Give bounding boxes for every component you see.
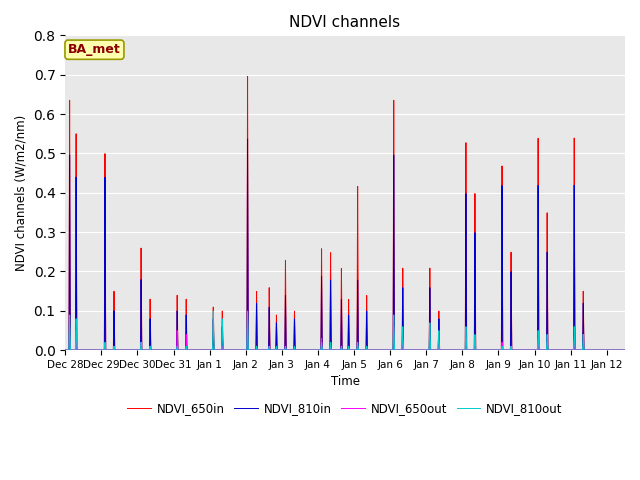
- NDVI_810in: [621, 348, 628, 353]
- Legend: NDVI_650in, NDVI_810in, NDVI_650out, NDVI_810out: NDVI_650in, NDVI_810in, NDVI_650out, NDV…: [123, 397, 568, 420]
- NDVI_810out: [248, 348, 256, 353]
- Line: NDVI_810out: NDVI_810out: [65, 311, 625, 350]
- NDVI_650in: [372, 348, 380, 353]
- Line: NDVI_810in: NDVI_810in: [65, 139, 625, 350]
- Line: NDVI_650out: NDVI_650out: [65, 319, 625, 350]
- NDVI_810in: [372, 348, 380, 353]
- Title: NDVI channels: NDVI channels: [289, 15, 401, 30]
- Text: BA_met: BA_met: [68, 43, 121, 56]
- NDVI_650in: [572, 348, 580, 353]
- X-axis label: Time: Time: [330, 375, 360, 388]
- NDVI_650in: [244, 73, 252, 79]
- NDVI_810out: [621, 348, 628, 353]
- NDVI_650out: [572, 348, 580, 353]
- NDVI_650in: [248, 348, 256, 353]
- NDVI_810out: [84, 348, 92, 353]
- NDVI_650in: [467, 348, 474, 353]
- NDVI_810in: [84, 348, 92, 353]
- NDVI_810out: [372, 348, 380, 353]
- NDVI_650out: [157, 348, 164, 353]
- NDVI_650in: [157, 348, 164, 353]
- NDVI_650out: [84, 348, 92, 353]
- NDVI_650in: [61, 348, 69, 353]
- NDVI_810in: [248, 348, 256, 353]
- NDVI_810in: [244, 136, 252, 142]
- NDVI_810out: [157, 348, 164, 353]
- NDVI_650in: [84, 348, 92, 353]
- NDVI_650out: [61, 348, 69, 353]
- NDVI_650out: [621, 348, 628, 353]
- NDVI_810in: [467, 348, 474, 353]
- NDVI_810out: [467, 348, 474, 353]
- NDVI_650out: [244, 316, 252, 322]
- NDVI_810out: [572, 348, 580, 353]
- NDVI_650out: [372, 348, 380, 353]
- NDVI_650in: [621, 348, 628, 353]
- NDVI_810out: [61, 348, 69, 353]
- NDVI_810in: [61, 348, 69, 353]
- NDVI_650out: [248, 348, 256, 353]
- NDVI_650out: [467, 348, 474, 353]
- NDVI_810in: [157, 348, 164, 353]
- Line: NDVI_650in: NDVI_650in: [65, 76, 625, 350]
- NDVI_810out: [209, 308, 217, 314]
- Y-axis label: NDVI channels (W/m2/nm): NDVI channels (W/m2/nm): [15, 115, 28, 271]
- NDVI_810in: [572, 348, 580, 353]
